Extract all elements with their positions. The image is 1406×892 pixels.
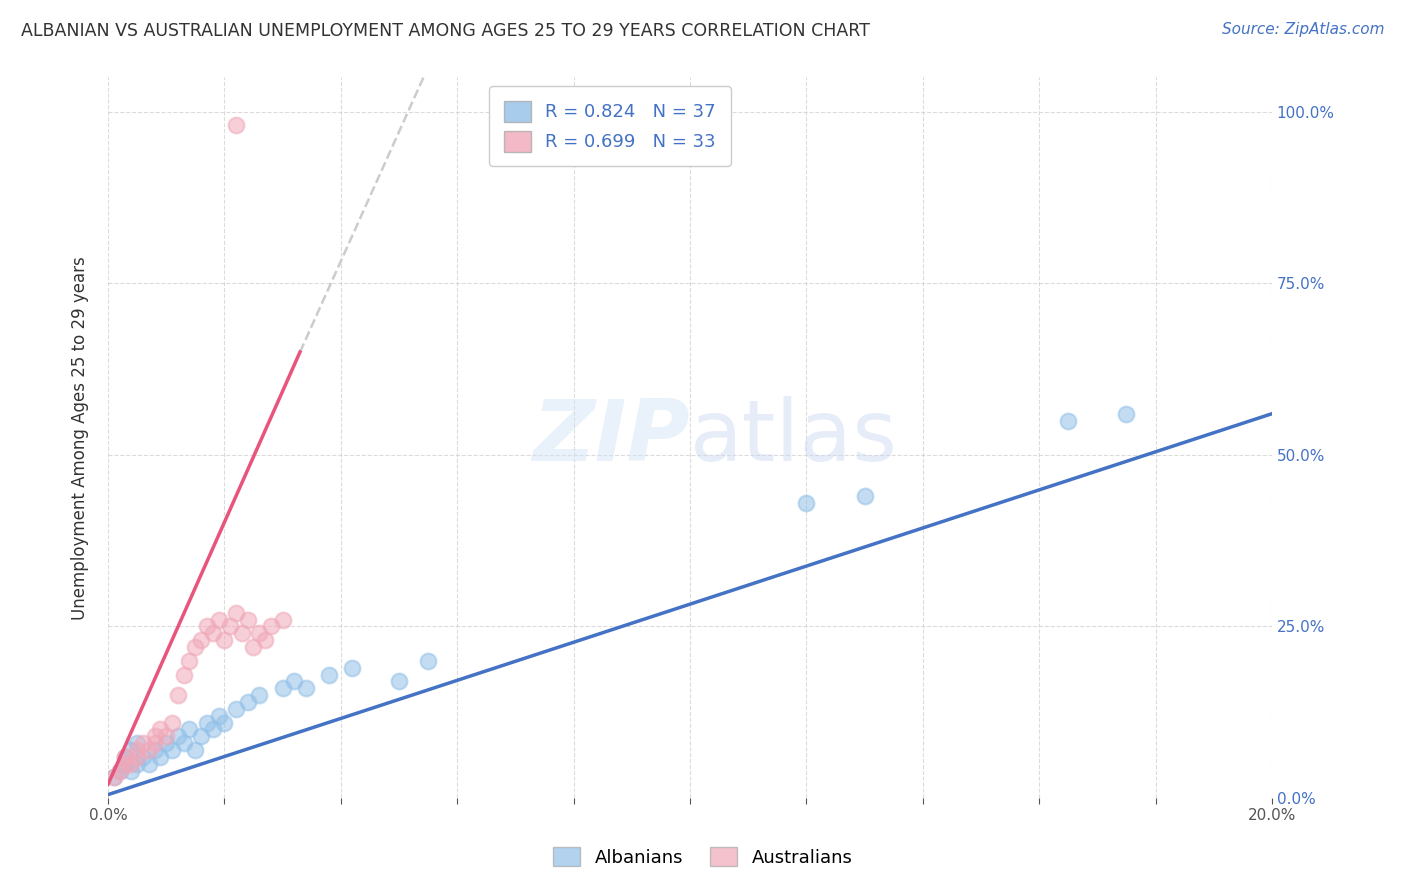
Point bbox=[342, 661, 364, 675]
Point bbox=[231, 626, 253, 640]
Point bbox=[271, 681, 294, 696]
Point bbox=[184, 640, 207, 654]
Point bbox=[114, 756, 136, 771]
Point bbox=[132, 736, 155, 750]
Text: atlas: atlas bbox=[690, 396, 898, 479]
Point bbox=[127, 736, 149, 750]
Point bbox=[201, 626, 224, 640]
Point bbox=[295, 681, 318, 696]
Point bbox=[143, 729, 166, 743]
Point bbox=[254, 633, 277, 648]
Point bbox=[236, 613, 259, 627]
Point bbox=[127, 756, 149, 771]
Point bbox=[184, 743, 207, 757]
Point bbox=[108, 764, 131, 778]
Point bbox=[214, 633, 236, 648]
Point bbox=[853, 489, 876, 503]
Point bbox=[179, 723, 201, 737]
Point bbox=[225, 606, 247, 620]
Point bbox=[127, 743, 149, 757]
Point bbox=[236, 695, 259, 709]
Point bbox=[155, 736, 177, 750]
Point bbox=[201, 723, 224, 737]
Point bbox=[143, 736, 166, 750]
Y-axis label: Unemployment Among Ages 25 to 29 years: Unemployment Among Ages 25 to 29 years bbox=[72, 256, 89, 620]
Point bbox=[149, 750, 172, 764]
Point bbox=[219, 619, 242, 633]
Point bbox=[247, 688, 270, 702]
Point bbox=[138, 756, 160, 771]
Point bbox=[114, 750, 136, 764]
Point bbox=[173, 667, 195, 681]
Point bbox=[149, 723, 172, 737]
Point bbox=[225, 702, 247, 716]
Point bbox=[271, 613, 294, 627]
Point bbox=[1057, 414, 1080, 428]
Point bbox=[160, 743, 183, 757]
Point bbox=[283, 674, 305, 689]
Point bbox=[190, 729, 212, 743]
Point bbox=[416, 654, 439, 668]
Point bbox=[173, 736, 195, 750]
Point bbox=[132, 750, 155, 764]
Point bbox=[166, 729, 188, 743]
Legend: Albanians, Australians: Albanians, Australians bbox=[546, 840, 860, 874]
Point bbox=[127, 750, 149, 764]
Point bbox=[160, 715, 183, 730]
Point bbox=[103, 771, 125, 785]
Point bbox=[225, 119, 247, 133]
Text: Source: ZipAtlas.com: Source: ZipAtlas.com bbox=[1222, 22, 1385, 37]
Point bbox=[155, 729, 177, 743]
Point bbox=[120, 743, 142, 757]
Point bbox=[207, 613, 229, 627]
Point bbox=[260, 619, 283, 633]
Point bbox=[103, 771, 125, 785]
Point bbox=[214, 715, 236, 730]
Point bbox=[138, 743, 160, 757]
Point bbox=[114, 756, 136, 771]
Point bbox=[242, 640, 264, 654]
Point bbox=[388, 674, 411, 689]
Point bbox=[166, 688, 188, 702]
Point bbox=[318, 667, 340, 681]
Point bbox=[1115, 407, 1137, 421]
Point bbox=[247, 626, 270, 640]
Point bbox=[114, 750, 136, 764]
Point bbox=[190, 633, 212, 648]
Point bbox=[794, 496, 817, 510]
Point bbox=[120, 764, 142, 778]
Point bbox=[108, 764, 131, 778]
Point bbox=[195, 715, 218, 730]
Legend: R = 0.824   N = 37, R = 0.699   N = 33: R = 0.824 N = 37, R = 0.699 N = 33 bbox=[489, 87, 731, 166]
Point bbox=[207, 708, 229, 723]
Point bbox=[143, 743, 166, 757]
Text: ZIP: ZIP bbox=[533, 396, 690, 479]
Point bbox=[120, 756, 142, 771]
Text: ALBANIAN VS AUSTRALIAN UNEMPLOYMENT AMONG AGES 25 TO 29 YEARS CORRELATION CHART: ALBANIAN VS AUSTRALIAN UNEMPLOYMENT AMON… bbox=[21, 22, 870, 40]
Point bbox=[195, 619, 218, 633]
Point bbox=[179, 654, 201, 668]
